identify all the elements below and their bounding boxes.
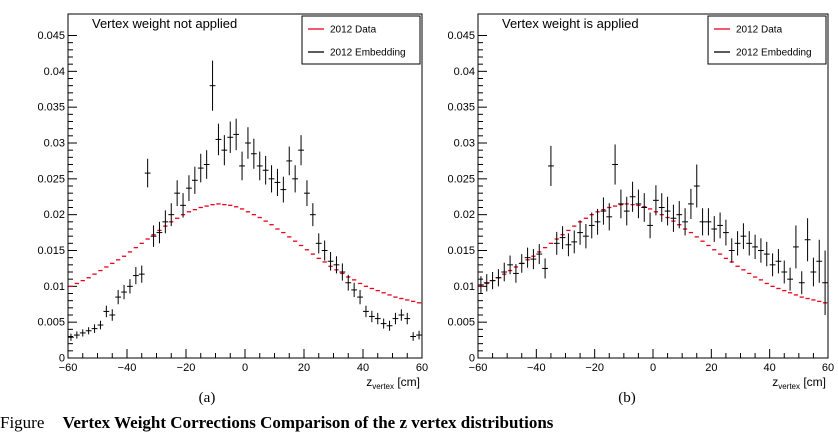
- y-tick-label: 0.035: [37, 102, 65, 114]
- panel-label-a: (a): [198, 390, 216, 406]
- x-tick-label: 0: [242, 362, 248, 374]
- y-tick-label: 0.02: [44, 209, 65, 221]
- y-tick-label: 0.025: [447, 173, 475, 185]
- x-axis-label-sub: vertex: [778, 382, 800, 391]
- chart-title: Vertex weight not applied: [92, 16, 237, 31]
- x-tick-label: −60: [59, 362, 78, 374]
- y-tick-label: 0.04: [454, 66, 475, 78]
- y-tick-label: 0: [59, 353, 65, 365]
- y-tick-label: 0: [469, 353, 475, 365]
- y-tick-label: 0.005: [37, 317, 65, 329]
- x-axis-label-unit: [cm]: [394, 375, 420, 389]
- x-tick-label: 20: [298, 362, 310, 374]
- y-tick-label: 0.045: [37, 30, 65, 42]
- y-tick-label: 0.015: [447, 245, 475, 257]
- panel-label-b: (b): [618, 390, 636, 406]
- y-tick-label: 0.045: [447, 30, 475, 42]
- x-tick-label: 40: [357, 362, 369, 374]
- legend-label: 2012 Embedding: [330, 48, 406, 59]
- plot-frame: [477, 13, 829, 359]
- x-tick-label: −60: [469, 362, 488, 374]
- legend-label: 2012 Data: [330, 25, 377, 36]
- x-tick-label: 40: [764, 362, 776, 374]
- legend-label: 2012 Data: [736, 25, 783, 36]
- x-tick-label: 20: [705, 362, 717, 374]
- chart-title: Vertex weight is applied: [502, 16, 639, 31]
- chart-a: 0 0.005 0.01 0.015 0.02 0.025 0.03 0.035 0.04 0.0…: [37, 13, 428, 391]
- x-tick-label: 60: [416, 362, 428, 374]
- x-tick-label: −20: [585, 362, 604, 374]
- y-tick-label: 0.035: [447, 102, 475, 114]
- legend-label: 2012 Embedding: [736, 48, 812, 59]
- x-tick-label: −40: [527, 362, 546, 374]
- x-axis-label: zvertex [cm]: [366, 375, 420, 391]
- figure-caption: Figure Vertex Weight Corrections Compari…: [0, 413, 838, 437]
- y-tick-label: 0.01: [454, 281, 475, 293]
- y-tick-label: 0.03: [454, 138, 475, 150]
- x-axis-label-main: z: [366, 375, 372, 389]
- y-tick-label: 0.03: [44, 138, 65, 150]
- y-tick-label: 0.01: [44, 281, 65, 293]
- y-tick-label: 0.02: [454, 209, 475, 221]
- plot-frame: [67, 13, 423, 359]
- y-tick-label: 0.025: [37, 173, 65, 185]
- legend-box: [707, 15, 827, 65]
- y-tick-label: 0.015: [37, 245, 65, 257]
- y-tick-label: 0.005: [447, 317, 475, 329]
- x-tick-label: 60: [822, 362, 834, 374]
- x-tick-label: −40: [118, 362, 137, 374]
- y-tick-label: 0.04: [44, 66, 65, 78]
- x-axis-label-sub: vertex: [372, 382, 394, 391]
- legend-box: [301, 15, 421, 65]
- x-axis-label-unit: [cm]: [800, 375, 826, 389]
- x-axis-label-main: z: [772, 375, 778, 389]
- x-tick-label: −20: [177, 362, 196, 374]
- x-tick-label: 0: [650, 362, 656, 374]
- x-axis-label: zvertex [cm]: [772, 375, 826, 391]
- caption-text: Vertex Weight Corrections Comparison of …: [62, 413, 554, 432]
- chart-b: 0 0.005 0.01 0.015 0.02 0.025 0.03 0.035 0.04 0.0…: [447, 13, 834, 391]
- caption-figure-label: Figure: [0, 413, 45, 432]
